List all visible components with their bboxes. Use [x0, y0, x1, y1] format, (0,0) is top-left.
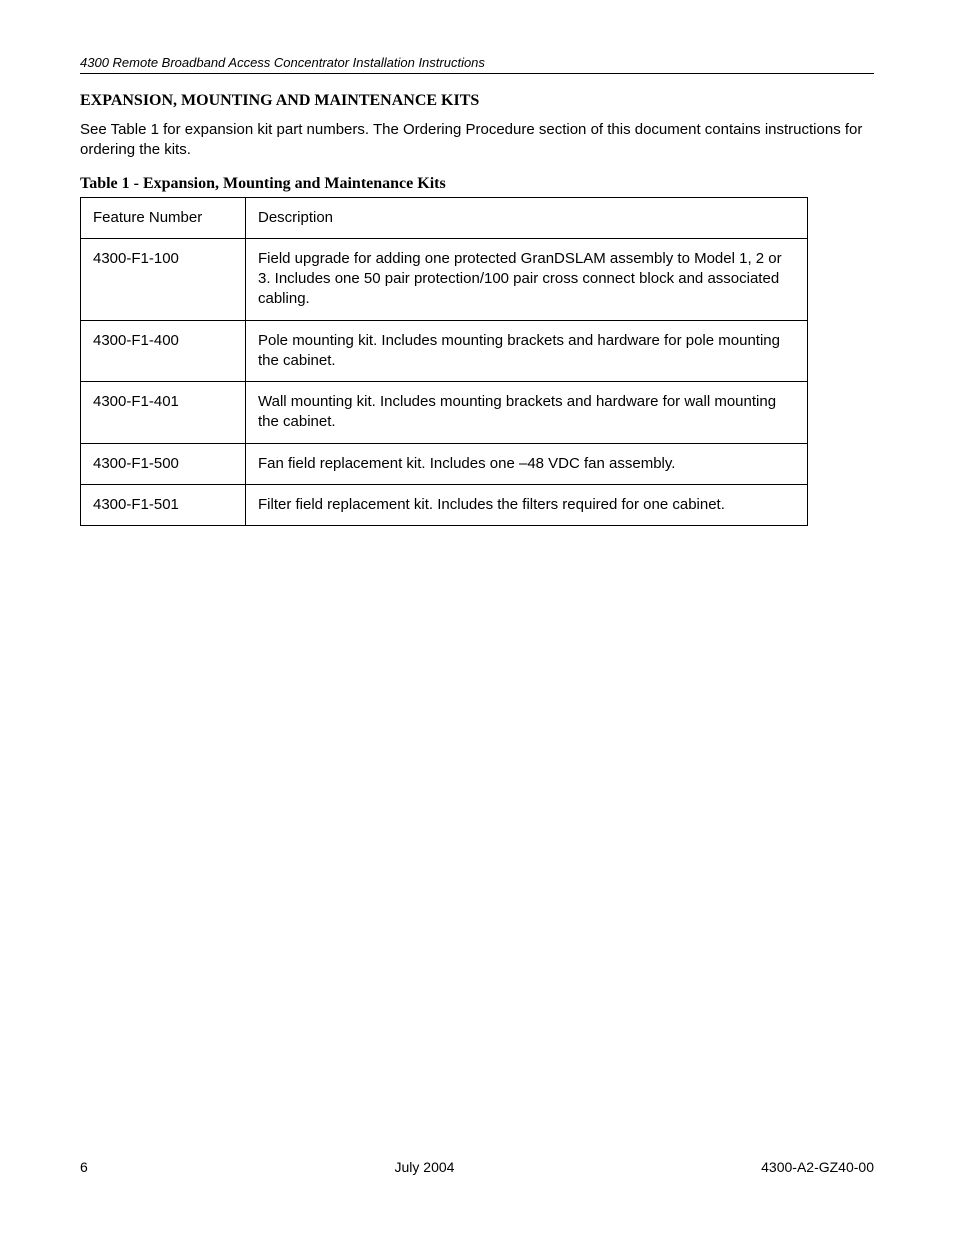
table-caption: Table 1 - Expansion, Mounting and Mainte… [80, 175, 874, 193]
table-cell-feature: 4300-F1-401 [81, 382, 246, 444]
kits-table: Feature Number Description 4300-F1-100 F… [80, 197, 808, 527]
table-row: 4300-F1-501 Filter field replacement kit… [81, 484, 808, 525]
table-row: 4300-F1-401 Wall mounting kit. Includes … [81, 382, 808, 444]
page-footer: 6 July 2004 4300-A2-GZ40-00 [80, 1159, 874, 1175]
section-intro-text: See Table 1 for expansion kit part numbe… [80, 120, 874, 161]
table-cell-description: Wall mounting kit. Includes mounting bra… [246, 382, 808, 444]
table-cell-description: Pole mounting kit. Includes mounting bra… [246, 320, 808, 382]
table-header-row: Feature Number Description [81, 197, 808, 238]
table-cell-feature: 4300-F1-400 [81, 320, 246, 382]
footer-page-number: 6 [80, 1159, 88, 1175]
table-cell-description: Field upgrade for adding one protected G… [246, 238, 808, 320]
table-cell-feature: 4300-F1-500 [81, 443, 246, 484]
table-cell-description: Filter field replacement kit. Includes t… [246, 484, 808, 525]
table-row: 4300-F1-400 Pole mounting kit. Includes … [81, 320, 808, 382]
table-row: 4300-F1-500 Fan field replacement kit. I… [81, 443, 808, 484]
footer-doc-id: 4300-A2-GZ40-00 [761, 1159, 874, 1175]
table-header-feature: Feature Number [81, 197, 246, 238]
table-cell-feature: 4300-F1-501 [81, 484, 246, 525]
table-row: 4300-F1-100 Field upgrade for adding one… [81, 238, 808, 320]
table-header-description: Description [246, 197, 808, 238]
table-cell-description: Fan field replacement kit. Includes one … [246, 443, 808, 484]
section-heading: EXPANSION, MOUNTING AND MAINTENANCE KITS [80, 92, 874, 110]
footer-date: July 2004 [395, 1159, 455, 1175]
page-header: 4300 Remote Broadband Access Concentrato… [80, 55, 874, 74]
table-cell-feature: 4300-F1-100 [81, 238, 246, 320]
